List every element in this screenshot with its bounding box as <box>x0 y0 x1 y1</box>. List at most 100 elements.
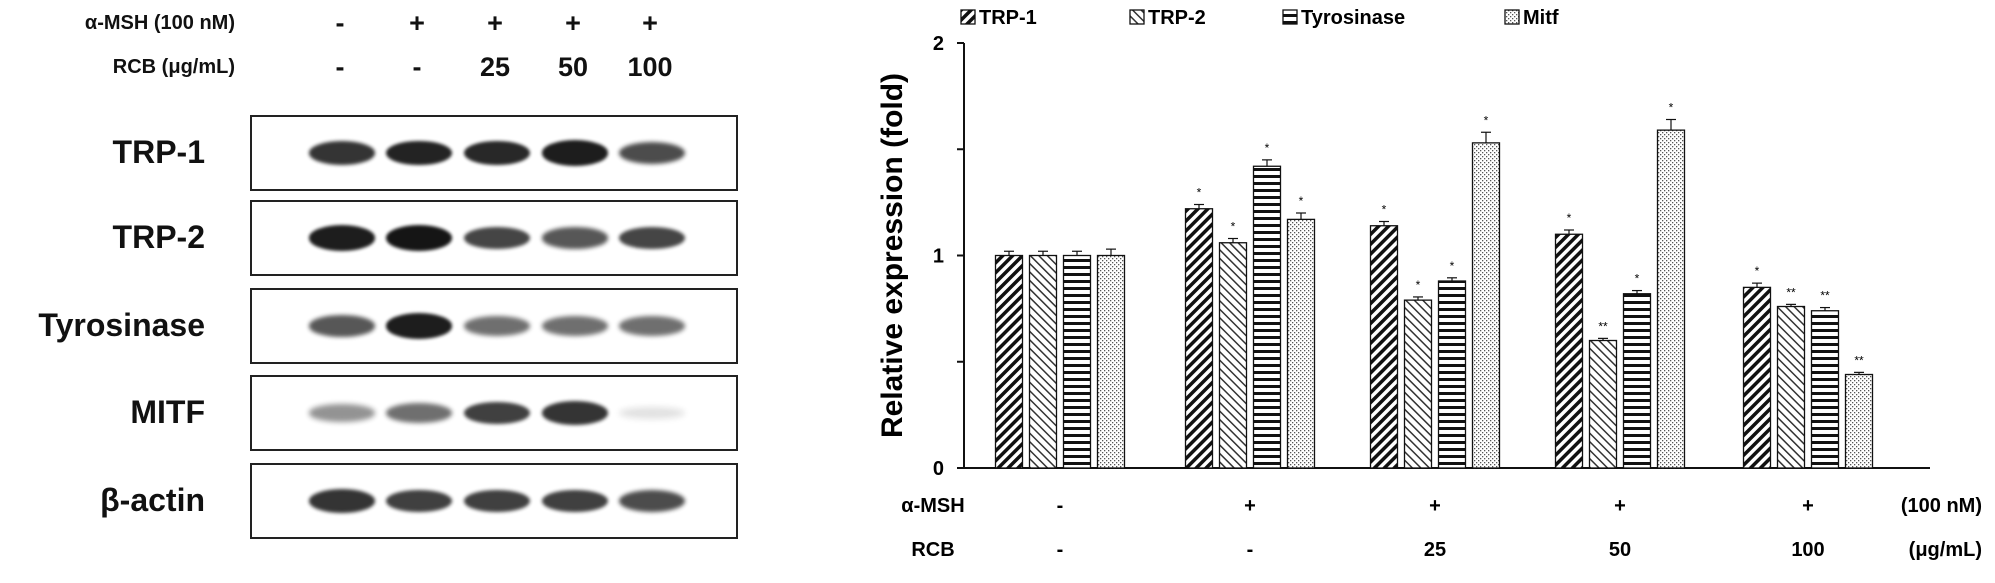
blot-band <box>464 140 530 166</box>
blot-condition-value: - <box>412 52 422 82</box>
blot-band <box>542 140 608 166</box>
significance-marker: * <box>1755 264 1760 278</box>
blot-band <box>542 401 608 425</box>
blot-strip <box>250 463 738 539</box>
significance-marker: * <box>1197 186 1202 200</box>
blot-band <box>309 225 375 251</box>
condition-value: - <box>1057 539 1064 561</box>
condition-value: 100 <box>1791 539 1824 561</box>
legend-label: Tyrosinase <box>1301 7 1405 29</box>
significance-marker: * <box>1669 101 1674 115</box>
condition-value: + <box>1429 495 1441 517</box>
condition-value: + <box>1614 495 1626 517</box>
legend-swatch <box>960 9 976 25</box>
blot-strip <box>250 288 738 364</box>
blot-band <box>386 403 452 423</box>
blot-condition-label: α-MSH (100 nM) <box>84 12 235 34</box>
blot-band <box>542 489 608 513</box>
significance-marker: * <box>1231 220 1236 234</box>
bar <box>1252 165 1282 469</box>
blot-condition-value: - <box>335 52 345 82</box>
bar <box>1588 339 1618 469</box>
blot-band <box>309 315 375 337</box>
bar <box>1286 218 1316 469</box>
bar <box>1369 225 1399 469</box>
blot-band <box>464 316 530 336</box>
significance-marker: * <box>1299 194 1304 208</box>
blot-band <box>386 489 452 513</box>
condition-value: + <box>1244 495 1256 517</box>
significance-marker: * <box>1265 141 1270 155</box>
bar <box>1776 305 1806 469</box>
bar <box>1554 233 1584 469</box>
bar <box>1184 208 1214 469</box>
bar <box>1062 254 1092 469</box>
legend-label: TRP-1 <box>979 7 1037 29</box>
blot-condition-value: + <box>409 8 425 38</box>
blot-band <box>619 142 685 164</box>
blot-band <box>464 489 530 513</box>
condition-value: - <box>1057 495 1064 517</box>
blot-condition-value: 50 <box>557 52 589 82</box>
blot-condition-value: 100 <box>627 52 673 82</box>
legend-swatch <box>1504 9 1520 25</box>
condition-unit: (μg/mL) <box>1909 539 1982 561</box>
significance-marker: * <box>1635 272 1640 286</box>
blot-strip <box>250 200 738 276</box>
legend-swatch <box>1129 9 1145 25</box>
bar <box>994 254 1024 469</box>
blot-band <box>619 490 685 512</box>
condition-value: 25 <box>1424 539 1446 561</box>
significance-marker: ** <box>1854 353 1864 367</box>
blot-band <box>542 316 608 336</box>
y-tick-label: 0 <box>933 458 944 480</box>
blot-band <box>619 407 685 419</box>
significance-marker: ** <box>1820 289 1830 303</box>
significance-marker: * <box>1416 278 1421 292</box>
condition-value: + <box>1802 495 1814 517</box>
blot-band <box>464 226 530 250</box>
significance-marker: * <box>1567 211 1572 225</box>
bar <box>1437 280 1467 469</box>
bar <box>1403 299 1433 469</box>
blot-band <box>619 226 685 250</box>
condition-value: - <box>1247 539 1254 561</box>
condition-unit: (100 nM) <box>1901 495 1982 517</box>
blot-condition-label: RCB (μg/mL) <box>112 56 235 78</box>
bar <box>1096 254 1126 469</box>
significance-marker: ** <box>1786 285 1796 299</box>
blot-band-label: β-actin <box>100 482 205 518</box>
bar <box>1656 129 1686 469</box>
bar <box>1218 242 1248 469</box>
bar <box>1810 310 1840 469</box>
significance-marker: * <box>1450 259 1455 273</box>
blot-band-label: Tyrosinase <box>38 307 205 343</box>
blot-strip <box>250 375 738 451</box>
blot-condition-value: + <box>487 8 503 38</box>
blot-strip <box>250 115 738 191</box>
blot-band <box>464 401 530 425</box>
significance-marker: * <box>1484 113 1489 127</box>
bar <box>1471 142 1501 469</box>
blot-band <box>309 141 375 165</box>
bar <box>1742 286 1772 469</box>
blot-band <box>386 140 452 166</box>
legend-swatch <box>1282 9 1298 25</box>
blot-band-label: MITF <box>130 394 205 430</box>
bar <box>1622 293 1652 469</box>
blot-band <box>309 404 375 422</box>
condition-label: α-MSH <box>901 495 964 517</box>
blot-condition-value: + <box>565 8 581 38</box>
blot-band <box>619 316 685 336</box>
blot-condition-value: - <box>335 8 345 38</box>
condition-label: RCB <box>911 539 954 561</box>
legend-label: Mitf <box>1523 7 1559 29</box>
y-tick-label: 2 <box>933 33 944 55</box>
condition-value: 50 <box>1609 539 1631 561</box>
significance-marker: ** <box>1598 319 1608 333</box>
y-tick-label: 1 <box>933 246 944 268</box>
significance-marker: * <box>1382 203 1387 217</box>
bar <box>1028 254 1058 469</box>
blot-band <box>386 225 452 251</box>
